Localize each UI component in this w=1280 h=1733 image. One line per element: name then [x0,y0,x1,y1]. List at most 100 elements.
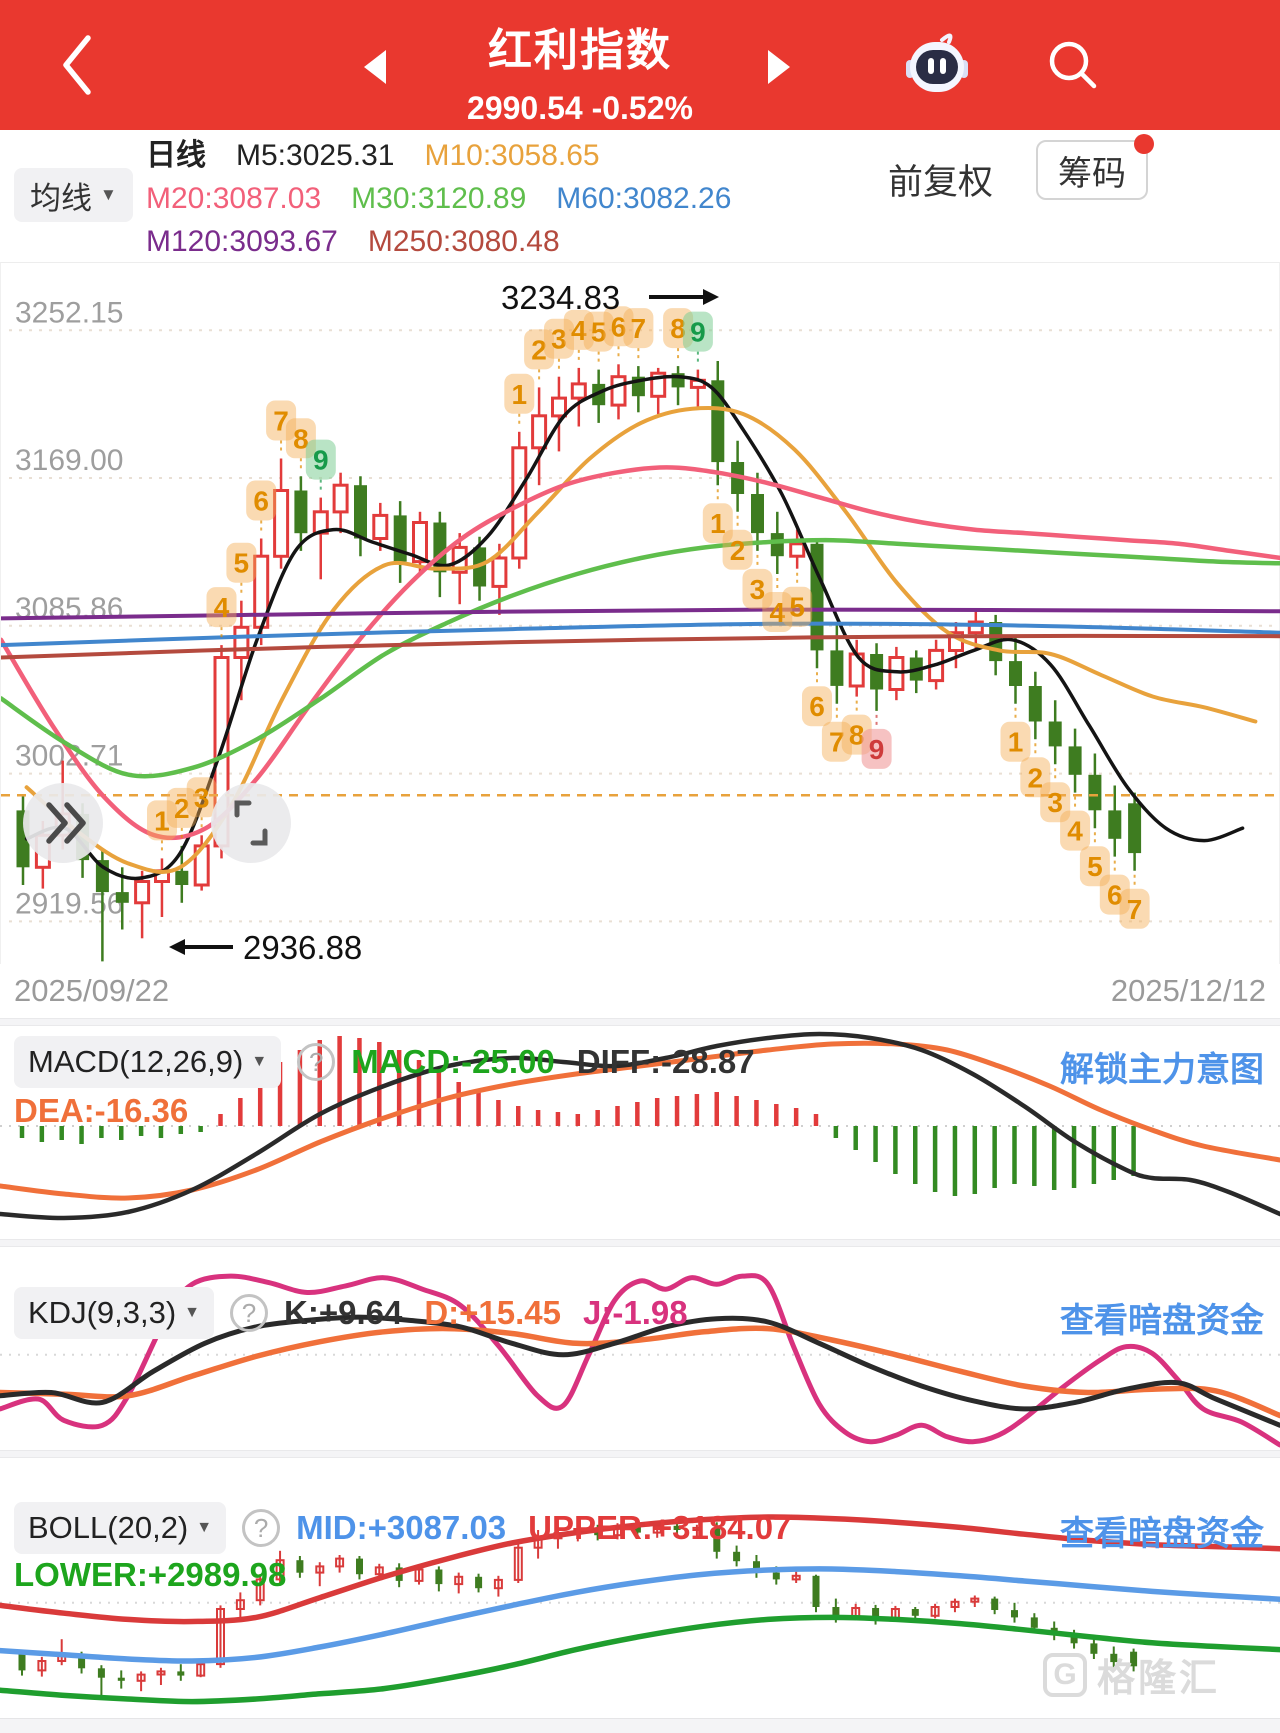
ma-legend-toolbar: 均线 ▼ 日线 M5:3025.31 M10:3058.65 M20:3087.03 M… [0,130,1280,262]
macd-indicator-selector[interactable]: MACD(12,26,9) ▼ [14,1036,282,1088]
svg-text:1: 1 [511,379,527,410]
ma-selector-button[interactable]: 均线 ▼ [14,168,133,222]
help-icon[interactable]: ? [230,1294,269,1332]
boll-header: BOLL(20,2) ▼ ? MID:+3087.03 UPPER:+3184.0… [14,1502,791,1554]
kdj-values: K:+9.64 D:+15.45 J:-1.98 [284,1294,688,1332]
ma-legend-item: M60:3082.26 [556,182,732,215]
chevron-down-icon: ▼ [196,1519,213,1536]
back-button[interactable] [58,33,98,97]
ma-legend-item: M250:3080.48 [367,225,560,258]
svg-text:4: 4 [770,597,786,628]
indicator-value: DIFF:-28.87 [576,1043,755,1080]
svg-text:6: 6 [809,691,825,722]
date-axis: 2025/09/22 2025/12/12 [0,964,1280,1018]
svg-text:4: 4 [1067,816,1083,847]
help-icon[interactable]: ? [242,1509,281,1547]
kdj-panel[interactable]: KDJ(9,3,3) ▼ ? K:+9.64 D:+15.45 J:-1.98 查看… [0,1247,1280,1450]
boll-panel[interactable]: BOLL(20,2) ▼ ? MID:+3087.03 UPPER:+3184.0… [0,1458,1280,1718]
app-header: 红利指数 2990.54 -0.52% [0,0,1280,130]
indicator-value: MID:+3087.03 [296,1509,507,1546]
ma-legend-item: M10:3058.65 [424,139,600,172]
svg-text:1: 1 [1008,727,1024,758]
svg-text:9: 9 [313,445,329,476]
macd-indicator-name: MACD(12,26,9) [28,1044,244,1079]
section-divider [0,1450,1280,1458]
chips-button-label: 筹码 [1058,154,1126,193]
indicator-value: UPPER:+3184.07 [528,1509,792,1546]
indicator-value: D:+15.45 [424,1294,562,1331]
macd-values: MACD:-25.00 DIFF:-28.87 [351,1043,754,1081]
page-title: 红利指数 [488,26,672,75]
svg-text:2: 2 [730,535,746,566]
svg-text:5: 5 [591,317,607,348]
kdj-svg [0,1273,1280,1448]
macd-header: MACD(12,26,9) ▼ ? MACD:-25.00 DIFF:-28.87 [14,1036,755,1088]
ma-legend-row: 日线 M5:3025.31 M10:3058.65 [146,134,761,177]
macd-dea-value: DEA:-16.36 [14,1092,189,1129]
indicator-value: J:-1.98 [583,1294,688,1331]
help-icon[interactable]: ? [297,1043,336,1081]
chevron-down-icon: ▼ [251,1053,268,1070]
section-divider [0,1239,1280,1247]
svg-text:5: 5 [789,592,805,623]
ma-legend-values: 日线 M5:3025.31 M10:3058.65 M20:3087.03 M30:31… [146,134,761,263]
chips-distribution-button[interactable]: 筹码 [1036,134,1154,200]
indicator-value: MACD:-25.00 [351,1043,555,1080]
boll-lower-value: LOWER:+2989.98 [14,1556,287,1593]
adjust-mode-label[interactable]: 前复权 [888,163,994,202]
svg-text:5: 5 [1087,851,1103,882]
prev-stock-arrow-icon[interactable] [364,50,386,84]
candlestick-chart[interactable]: 3252.15 3169.00 3085.86 3002.71 2919.56 1 2 3 4 5… [0,262,1280,965]
svg-text:9: 9 [690,317,706,348]
back-chevron-icon [63,35,91,95]
svg-text:8: 8 [293,423,309,454]
svg-text:7: 7 [829,727,845,758]
svg-text:1: 1 [154,805,170,836]
fullscreen-button[interactable] [211,783,291,863]
header-title-block: 红利指数 2990.54 -0.52% [380,14,780,127]
next-stock-arrow-icon[interactable] [768,50,790,84]
boll-indicator-selector[interactable]: BOLL(20,2) ▼ [14,1502,227,1554]
svg-text:2: 2 [531,334,547,365]
svg-text:4: 4 [571,315,587,346]
boll-action-link[interactable]: 查看暗盘资金 [1060,1515,1264,1553]
kdj-header: KDJ(9,3,3) ▼ ? K:+9.64 D:+15.45 J:-1.98 [14,1287,688,1339]
watermark: G 格隆汇 [1042,1647,1220,1702]
svg-text:8: 8 [849,720,865,751]
search-icon[interactable] [1040,32,1106,98]
ma-legend-row: M120:3093.67 M250:3080.48 [146,220,761,263]
svg-text:2936.88: 2936.88 [243,929,362,965]
end-date-label: 2025/12/12 [1110,973,1266,1008]
svg-text:2: 2 [1028,762,1044,793]
svg-text:6: 6 [253,486,269,517]
watermark-text: 格隆汇 [1096,1658,1220,1700]
kdj-action-link[interactable]: 查看暗盘资金 [1060,1302,1264,1340]
chevron-down-icon: ▼ [100,185,117,204]
svg-text:3252.15: 3252.15 [15,296,123,329]
ma-legend-item: M30:3120.89 [351,182,527,215]
kdj-indicator-selector[interactable]: KDJ(9,3,3) ▼ [14,1287,215,1339]
ma-legend-item: 日线 [146,139,206,172]
svg-text:5: 5 [234,548,250,579]
boll-indicator-name: BOLL(20,2) [28,1510,189,1545]
svg-text:1: 1 [710,508,726,539]
indicator-value: K:+9.64 [284,1294,403,1331]
chips-badge-dot [1134,134,1154,154]
svg-text:3234.83: 3234.83 [501,279,620,316]
svg-text:3: 3 [551,324,567,355]
robot-glyph [906,33,968,92]
macd-panel[interactable]: MACD(12,26,9) ▼ ? MACD:-25.00 DIFF:-28.87… [0,1026,1280,1239]
section-divider [0,1018,1280,1026]
start-date-label: 2025/09/22 [14,973,170,1008]
svg-text:3: 3 [750,574,766,605]
price-subtitle: 2990.54 -0.52% [467,90,693,126]
svg-text:6: 6 [1107,880,1123,911]
svg-text:3: 3 [1047,787,1063,818]
fast-forward-button[interactable] [23,783,103,863]
chevron-down-icon: ▼ [184,1304,201,1321]
ma-legend-row: M20:3087.03 M30:3120.89 M60:3082.26 [146,177,761,220]
ma-legend-item: M20:3087.03 [146,182,322,215]
ai-robot-icon[interactable] [902,28,972,102]
macd-action-link[interactable]: 解锁主力意图 [1060,1051,1264,1089]
